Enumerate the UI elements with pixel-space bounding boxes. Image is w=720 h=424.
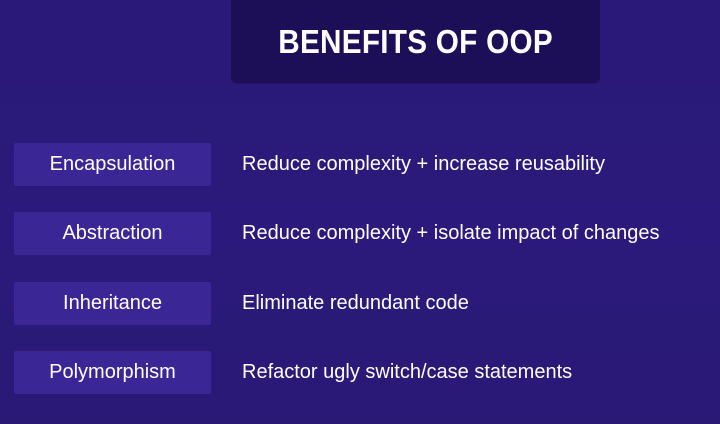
benefit-row: Encapsulation Reduce complexity + increa… (0, 143, 720, 186)
benefit-row: Inheritance Eliminate redundant code (0, 282, 720, 325)
title-banner: BENEFITS OF OOP (231, 0, 600, 83)
term-label: Abstraction (62, 222, 163, 244)
term-label: Polymorphism (49, 361, 176, 383)
benefit-row: Abstraction Reduce complexity + isolate … (0, 212, 720, 255)
benefit-text: Reduce complexity + increase reusability (242, 153, 605, 175)
term-label: Inheritance (63, 292, 162, 314)
term-box-encapsulation: Encapsulation (14, 143, 211, 186)
term-label: Encapsulation (49, 153, 176, 175)
benefit-text: Refactor ugly switch/case statements (242, 361, 573, 383)
term-box-inheritance: Inheritance (14, 282, 211, 325)
benefit-text: Eliminate redundant code (242, 292, 469, 314)
term-box-abstraction: Abstraction (14, 212, 211, 255)
benefit-text: Reduce complexity + isolate impact of ch… (242, 222, 660, 244)
slide-title: BENEFITS OF OOP (278, 22, 553, 60)
term-box-polymorphism: Polymorphism (14, 351, 211, 394)
benefit-row: Polymorphism Refactor ugly switch/case s… (0, 351, 720, 394)
